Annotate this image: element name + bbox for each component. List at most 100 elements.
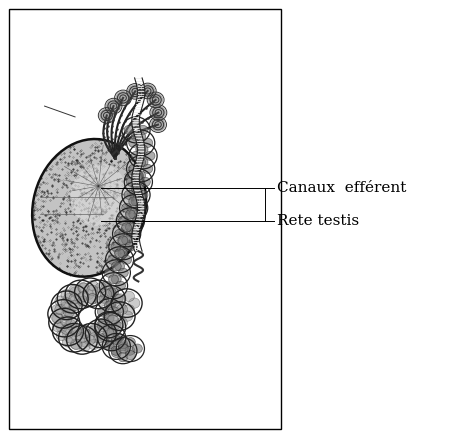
Circle shape [106, 339, 116, 349]
Circle shape [98, 326, 110, 336]
Circle shape [99, 294, 109, 304]
Circle shape [133, 344, 143, 353]
Circle shape [118, 236, 128, 245]
Circle shape [69, 285, 80, 295]
Circle shape [61, 290, 72, 300]
Circle shape [114, 262, 124, 271]
Circle shape [122, 223, 131, 232]
Circle shape [118, 352, 128, 362]
Circle shape [138, 191, 148, 199]
Circle shape [104, 301, 114, 310]
Circle shape [129, 210, 138, 219]
Circle shape [88, 326, 99, 336]
Circle shape [70, 326, 81, 336]
Circle shape [129, 138, 138, 147]
Circle shape [62, 337, 74, 347]
Circle shape [115, 281, 125, 291]
Circle shape [79, 328, 90, 338]
Circle shape [61, 324, 72, 334]
Circle shape [69, 294, 80, 304]
Circle shape [118, 344, 129, 353]
Circle shape [125, 242, 135, 251]
Circle shape [112, 322, 123, 332]
Circle shape [61, 298, 72, 308]
Circle shape [63, 294, 75, 304]
Circle shape [77, 296, 89, 306]
Circle shape [92, 287, 103, 297]
Circle shape [122, 236, 131, 245]
Circle shape [136, 204, 145, 213]
Circle shape [131, 197, 141, 206]
Circle shape [148, 93, 163, 107]
Circle shape [140, 84, 155, 98]
Circle shape [83, 289, 94, 300]
Ellipse shape [32, 139, 146, 277]
Circle shape [93, 333, 105, 343]
Bar [9, 9, 281, 429]
Circle shape [136, 158, 145, 167]
Circle shape [118, 216, 129, 226]
Circle shape [78, 283, 90, 293]
Circle shape [118, 342, 129, 351]
Circle shape [106, 327, 116, 336]
Circle shape [133, 171, 143, 180]
Circle shape [101, 281, 111, 291]
Circle shape [80, 329, 91, 339]
Circle shape [124, 191, 134, 199]
Circle shape [108, 275, 118, 284]
Text: Rete testis: Rete testis [277, 214, 359, 228]
Circle shape [88, 339, 99, 349]
Circle shape [79, 342, 90, 352]
Circle shape [125, 346, 135, 355]
Circle shape [116, 318, 128, 328]
Circle shape [121, 204, 131, 213]
Circle shape [126, 178, 136, 187]
Circle shape [151, 118, 166, 132]
Circle shape [112, 348, 121, 358]
Circle shape [108, 315, 119, 325]
Circle shape [60, 302, 71, 312]
Circle shape [133, 216, 143, 226]
Circle shape [138, 145, 148, 154]
Circle shape [104, 327, 113, 336]
Circle shape [98, 322, 109, 332]
Circle shape [143, 138, 152, 147]
Circle shape [122, 255, 131, 264]
Circle shape [112, 275, 121, 284]
Circle shape [131, 132, 141, 141]
Circle shape [115, 302, 126, 312]
Circle shape [71, 339, 82, 349]
Circle shape [68, 300, 80, 310]
Circle shape [114, 229, 124, 238]
Circle shape [87, 285, 98, 295]
Circle shape [129, 229, 139, 238]
Circle shape [108, 307, 119, 317]
Circle shape [124, 126, 134, 134]
Circle shape [112, 307, 121, 316]
Circle shape [126, 223, 135, 232]
Circle shape [131, 119, 141, 128]
Circle shape [62, 329, 74, 339]
Circle shape [113, 333, 123, 342]
Circle shape [69, 287, 81, 297]
Circle shape [133, 184, 143, 193]
Circle shape [104, 313, 113, 323]
Circle shape [70, 339, 82, 349]
Circle shape [99, 109, 114, 123]
Circle shape [141, 178, 150, 187]
Circle shape [87, 281, 98, 291]
Circle shape [118, 268, 129, 278]
Circle shape [63, 307, 75, 317]
Circle shape [61, 311, 72, 321]
Circle shape [106, 288, 116, 297]
Circle shape [55, 304, 66, 314]
Circle shape [104, 268, 114, 278]
Circle shape [89, 324, 100, 334]
Circle shape [53, 322, 64, 332]
Circle shape [138, 158, 148, 167]
Circle shape [52, 305, 63, 315]
Circle shape [136, 132, 145, 141]
Circle shape [104, 313, 114, 323]
Circle shape [87, 294, 98, 304]
Circle shape [113, 294, 123, 304]
